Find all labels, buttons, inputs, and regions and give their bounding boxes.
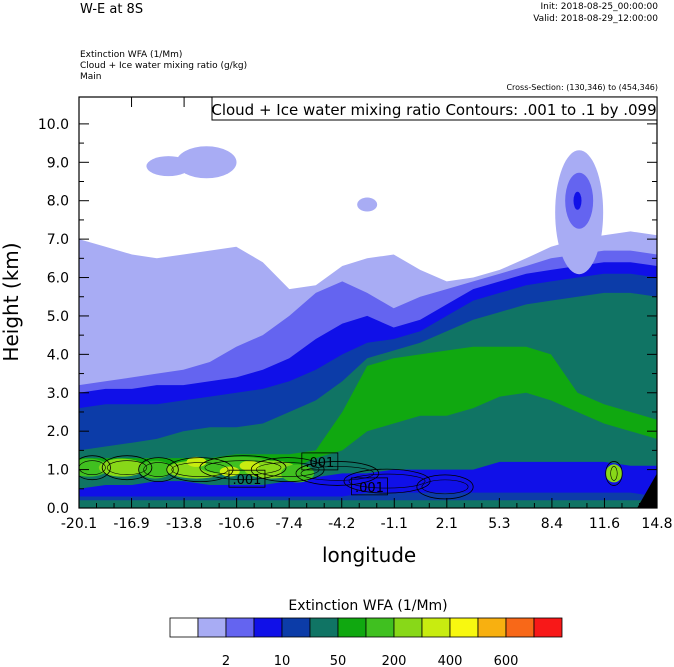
y-tick-label-7: 7.0 (47, 232, 69, 248)
y-tick-label-6: 6.0 (47, 271, 69, 287)
contour-label-box-1 (301, 452, 339, 471)
x-tick-label-5: -4.2 (328, 516, 355, 532)
colorbar-swatch-12 (505, 617, 535, 638)
y-tick-label-4: 4.0 (47, 347, 69, 363)
contour-ring-3 (166, 457, 234, 482)
boundary-layer-cell-0 (79, 458, 109, 477)
extinction-band-9 (79, 500, 657, 508)
contour-label-box-2 (351, 477, 388, 496)
colorbar-swatch-1 (197, 617, 227, 638)
colorbar-swatch-2 (225, 617, 255, 638)
field-label-main: Main (80, 72, 102, 82)
colorbar-label-5: 600 (494, 654, 519, 667)
colorbar-label-3: 200 (382, 654, 407, 667)
small-cloud-patch (357, 197, 378, 212)
y-tick-label-2: 2.0 (47, 424, 69, 440)
x-tick-label-0: -20.1 (61, 516, 97, 532)
contour-ring-inner-4 (204, 460, 282, 475)
colorbar-swatch-4 (281, 617, 311, 638)
y-tick-label-8: 8.0 (47, 194, 69, 210)
x-tick-label-1: -16.9 (113, 516, 149, 532)
colorbar-swatch-10 (449, 617, 479, 638)
field-label-mixing-ratio: Cloud + Ice water mixing ratio (g/kg) (80, 61, 248, 71)
colorbar-swatch-8 (393, 617, 423, 638)
contour-ring-9 (605, 461, 623, 486)
colorbar-swatch-3 (253, 617, 283, 638)
run-times: Init: 2018-08-25_00:00:00 Valid: 2018-08… (533, 1, 658, 25)
colorbar-swatch-6 (337, 617, 367, 638)
contour-ring-6 (295, 461, 380, 486)
colorbar-label-2: 50 (330, 654, 347, 667)
contour-ring-inner-3 (171, 462, 229, 477)
colorbar: 2 10 50 200 400 600 (169, 617, 563, 667)
cross-section-label: Cross-Section: (130,346) to (454,346) (506, 83, 658, 92)
x-axis-label: longitude (322, 543, 416, 567)
y-tick-label-3: 3.0 (47, 386, 69, 402)
y-tick-label-1: 1.0 (47, 463, 69, 479)
contour-ring-inner-2 (143, 462, 174, 477)
boundary-layer-cell-7 (605, 464, 623, 483)
contour-label-0: .001 (232, 473, 261, 488)
boundary-layer-cell-6 (281, 464, 315, 483)
boundary-layer-peak-1 (239, 460, 260, 471)
colorbar-swatch-9 (421, 617, 451, 638)
y-tick-label-0: 0.0 (47, 501, 69, 517)
contour-ring-inner-1 (106, 460, 148, 475)
y-axis-label: Height (km) (0, 242, 23, 361)
contour-ring-inner-8 (421, 479, 469, 495)
x-tick-label-2: -13.8 (166, 516, 202, 532)
upper-cloud-patch (176, 146, 237, 179)
contour-ring-7 (343, 468, 431, 494)
init-time: Init: 2018-08-25_00:00:00 (540, 2, 658, 12)
y-tick-label-10: 10.0 (38, 117, 69, 133)
extinction-field (79, 231, 657, 508)
contour-ring-inner-6 (300, 466, 375, 481)
x-tick-label-9: 8.4 (541, 516, 563, 532)
contour-ring-4 (199, 455, 287, 481)
contour-ring-inner-9 (610, 466, 618, 481)
convective-core-inner (573, 191, 582, 210)
y-tick-label-9: 9.0 (47, 155, 69, 171)
y-tick-label-5: 5.0 (47, 309, 69, 325)
x-tick-label-11: 14.8 (641, 516, 672, 532)
contour-ring-8 (416, 474, 474, 500)
axes: -20.1 -16.9 -13.8 -10.6 -7.4 -4.2 -1.1 2.1 5.3 8.… (38, 97, 673, 532)
contour-ring-inner-7 (348, 473, 426, 489)
field-label-extinction: Extinction WFA (1/Mm) (80, 50, 183, 60)
contour-label-1: .001 (305, 456, 334, 471)
page-title: W-E at 8S (80, 2, 144, 17)
x-tick-label-3: -10.6 (219, 516, 255, 532)
contour-ring-1 (101, 455, 153, 481)
contour-ring-0 (79, 455, 111, 481)
colorbar-title: Extinction WFA (1/Mm) (288, 598, 447, 614)
valid-time: Valid: 2018-08-29_12:00:00 (533, 14, 658, 24)
colorbar-label-1: 10 (274, 654, 291, 667)
x-tick-label-8: 5.3 (488, 516, 510, 532)
contour-ring-2 (138, 457, 179, 482)
contour-label-box-0 (228, 469, 266, 488)
x-tick-label-6: -1.1 (381, 516, 408, 532)
x-tick-label-10: 11.6 (589, 516, 620, 532)
field-details (79, 146, 657, 508)
colorbar-label-4: 400 (438, 654, 463, 667)
contour-info-box (211, 96, 658, 121)
terrain-mask (637, 473, 657, 508)
colorbar-swatch-7 (365, 617, 395, 638)
colorbar-swatch-11 (477, 617, 507, 638)
contour-label-2: .001 (355, 481, 384, 496)
contour-info-text: Cloud + Ice water mixing ratio Contours:… (211, 101, 656, 119)
x-tick-label-7: 2.1 (436, 516, 458, 532)
colorbar-swatch-13 (533, 617, 563, 638)
upper-cloud-patch-2 (146, 156, 191, 177)
boundary-layer-cell-1 (98, 458, 146, 477)
colorbar-label-0: 2 (222, 654, 230, 667)
contour-labels: .001 .001 .001 (228, 452, 388, 496)
colorbar-swatch-0 (169, 617, 199, 638)
x-tick-label-4: -7.4 (276, 516, 303, 532)
colorbar-swatch-5 (309, 617, 339, 638)
